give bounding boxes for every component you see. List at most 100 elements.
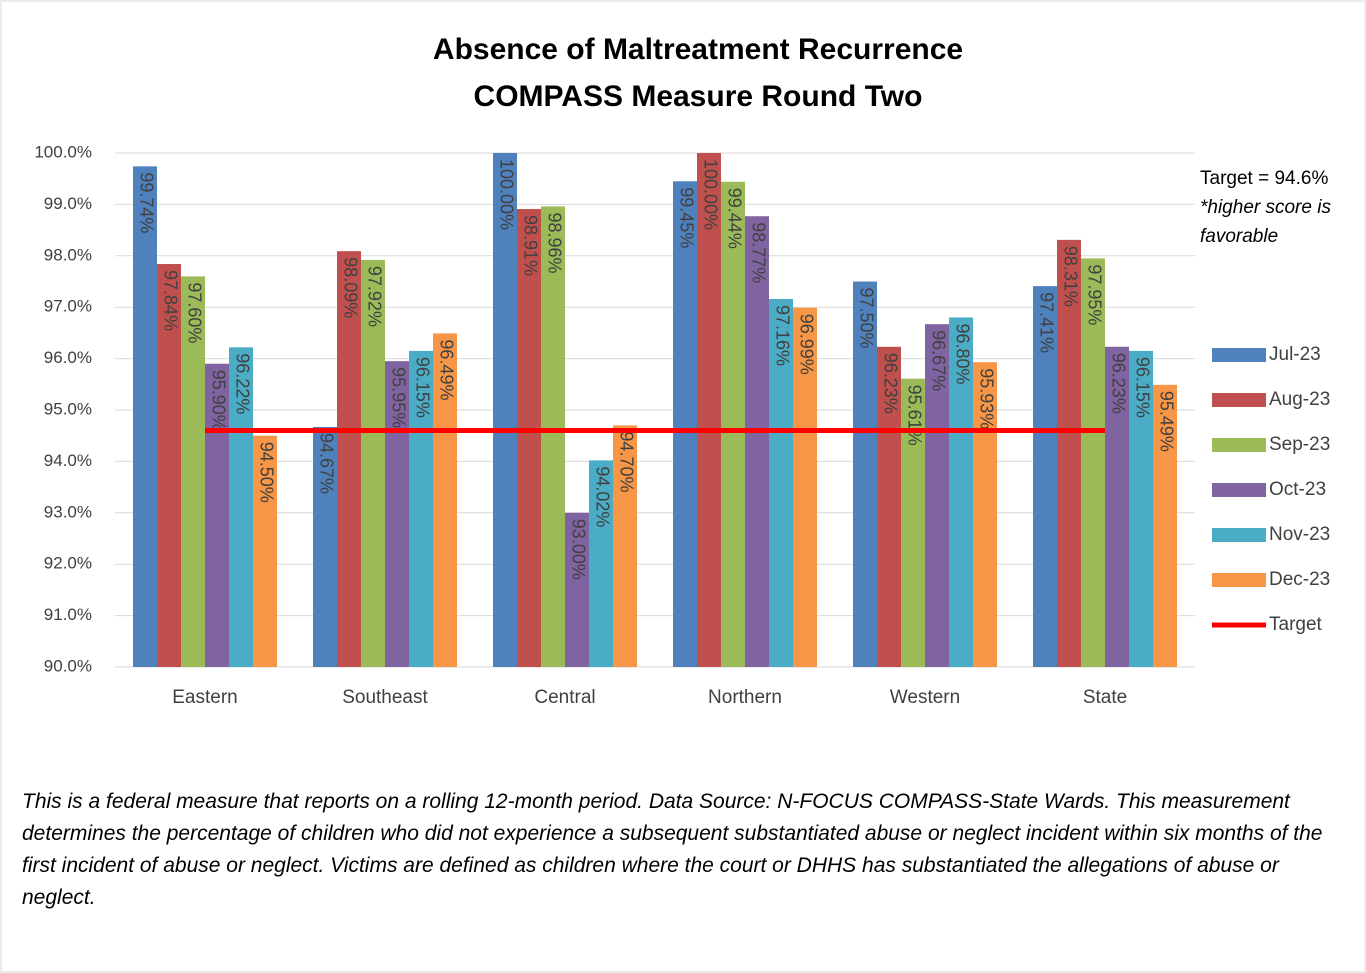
- y-tick-label: 97.0%: [44, 297, 92, 316]
- data-label: 100.00%: [700, 159, 720, 230]
- data-label: 93.00%: [568, 519, 588, 580]
- bar: [721, 181, 745, 667]
- note-annotation: *higher score is favorable: [1200, 197, 1331, 247]
- legend-label: Sep-23: [1269, 434, 1330, 455]
- legend-swatch: [1212, 528, 1266, 542]
- bar: [973, 362, 997, 667]
- data-label: 95.90%: [208, 370, 228, 431]
- bar: [1129, 350, 1153, 667]
- bar: [133, 166, 157, 667]
- data-label: 97.41%: [1036, 292, 1056, 353]
- bar: [613, 425, 637, 667]
- bar: [313, 426, 337, 667]
- bar: [793, 307, 817, 667]
- data-label: 95.49%: [1156, 391, 1176, 452]
- bar: [361, 259, 385, 667]
- bar: [385, 361, 409, 667]
- y-tick-label: 100.0%: [34, 142, 92, 161]
- data-label: 99.44%: [724, 188, 744, 249]
- data-label: 96.67%: [928, 330, 948, 391]
- legend-swatch: [1212, 438, 1266, 452]
- legend-swatch: [1212, 348, 1266, 362]
- bar: [589, 460, 613, 667]
- data-label: 94.02%: [592, 466, 612, 527]
- bar: [697, 153, 721, 667]
- data-label: 94.70%: [616, 431, 636, 492]
- y-tick-label: 90.0%: [44, 656, 92, 675]
- bar: [517, 209, 541, 667]
- bar: [769, 298, 793, 667]
- bar: [1081, 258, 1105, 667]
- bar: [745, 216, 769, 668]
- y-tick-label: 92.0%: [44, 554, 92, 573]
- data-label: 96.99%: [796, 314, 816, 375]
- y-tick-label: 96.0%: [44, 348, 92, 367]
- bar: [1057, 239, 1081, 667]
- legend-swatch: [1212, 393, 1266, 407]
- data-label: 97.60%: [184, 282, 204, 343]
- chart-title: COMPASS Measure Round Two: [474, 80, 923, 113]
- y-tick-label: 99.0%: [44, 194, 92, 213]
- bar: [409, 350, 433, 667]
- bar: [949, 317, 973, 667]
- data-label: 99.45%: [676, 187, 696, 248]
- x-tick-label: Central: [534, 687, 595, 708]
- data-label: 96.15%: [412, 357, 432, 418]
- bar: [1105, 346, 1129, 667]
- footnote: This is a federal measure that reports o…: [22, 790, 1323, 909]
- legend-label: Aug-23: [1269, 389, 1330, 410]
- y-tick-label: 98.0%: [44, 245, 92, 264]
- legend-swatch: [1212, 483, 1266, 497]
- bar: [253, 435, 277, 667]
- data-label: 95.61%: [904, 385, 924, 446]
- chart-title: Absence of Maltreatment Recurrence: [433, 33, 963, 66]
- bar: [853, 281, 877, 667]
- legend-label: Jul-23: [1269, 344, 1321, 365]
- data-label: 96.23%: [880, 353, 900, 414]
- bar: [541, 206, 565, 667]
- data-label: 97.16%: [772, 305, 792, 366]
- data-label: 98.96%: [544, 212, 564, 273]
- data-label: 96.80%: [952, 323, 972, 384]
- x-tick-label: State: [1083, 687, 1127, 708]
- x-tick-label: Southeast: [342, 687, 428, 708]
- legend-label: Nov-23: [1269, 524, 1330, 545]
- y-tick-label: 95.0%: [44, 399, 92, 418]
- data-label: 97.95%: [1084, 264, 1104, 325]
- legend-label: Oct-23: [1269, 479, 1326, 500]
- legend-label: Dec-23: [1269, 569, 1330, 590]
- x-tick-label: Eastern: [172, 687, 237, 708]
- bar: [229, 347, 253, 667]
- data-label: 96.15%: [1132, 357, 1152, 418]
- data-label: 96.23%: [1108, 353, 1128, 414]
- data-label: 99.74%: [136, 172, 156, 233]
- y-tick-label: 93.0%: [44, 502, 92, 521]
- bar: [493, 153, 517, 667]
- y-tick-label: 91.0%: [44, 605, 92, 624]
- x-tick-label: Western: [890, 687, 960, 708]
- target-annotation: Target = 94.6%: [1200, 168, 1329, 189]
- y-tick-label: 94.0%: [44, 451, 92, 470]
- data-label: 95.95%: [388, 367, 408, 428]
- bar: [157, 264, 181, 667]
- bar: [1033, 286, 1057, 667]
- legend-label: Target: [1269, 614, 1323, 635]
- bar: [925, 324, 949, 667]
- data-label: 94.67%: [316, 433, 336, 494]
- data-label: 98.31%: [1060, 246, 1080, 307]
- bar: [433, 333, 457, 667]
- data-label: 97.50%: [856, 288, 876, 349]
- data-label: 98.91%: [520, 215, 540, 276]
- x-tick-label: Northern: [708, 687, 782, 708]
- data-label: 94.50%: [256, 442, 276, 503]
- data-label: 95.93%: [976, 368, 996, 429]
- bar: [1153, 384, 1177, 667]
- bar: [181, 276, 205, 667]
- data-label: 98.09%: [340, 257, 360, 318]
- data-label: 96.49%: [436, 339, 456, 400]
- data-label: 100.00%: [496, 159, 516, 230]
- bar: [337, 251, 361, 667]
